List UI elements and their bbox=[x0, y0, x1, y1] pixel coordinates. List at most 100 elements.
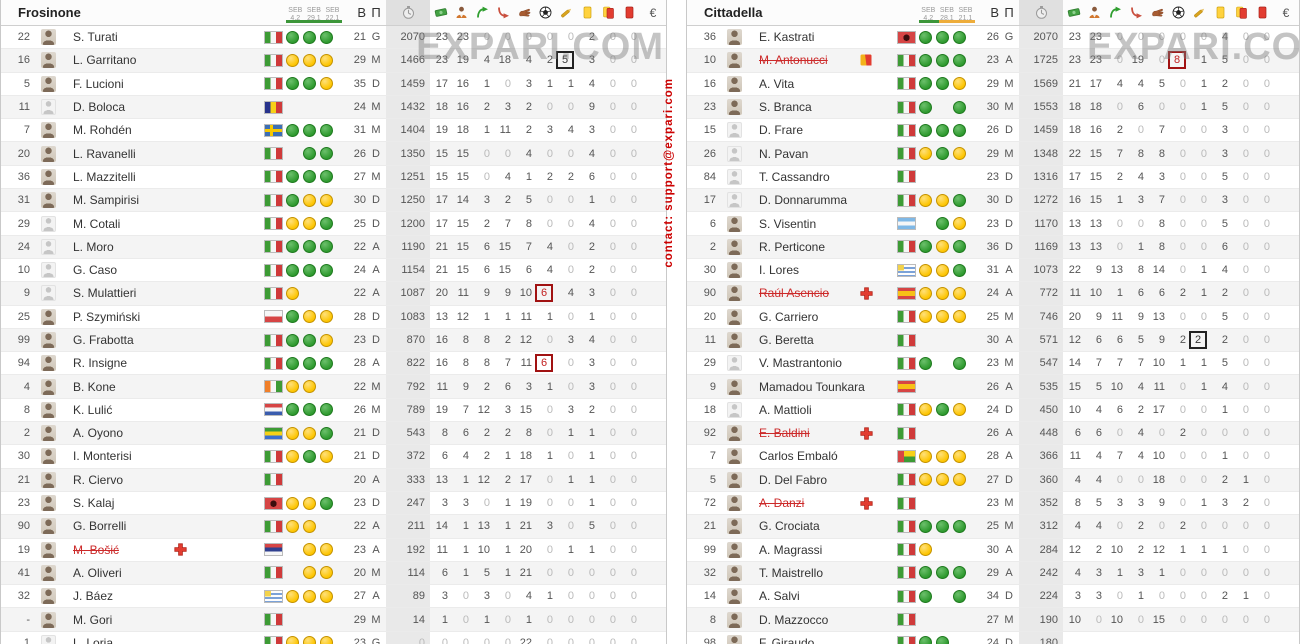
player-name[interactable]: D. Frare bbox=[759, 123, 804, 138]
player-name[interactable]: A. Vita bbox=[759, 76, 795, 91]
player-name[interactable]: E. Kastrati bbox=[759, 30, 815, 45]
player-name[interactable]: F. Lucioni bbox=[73, 76, 124, 91]
player-name[interactable]: G. Carriero bbox=[759, 309, 819, 324]
market-value-cell bbox=[1273, 492, 1299, 514]
stat-cell: 3 bbox=[546, 520, 553, 533]
player-name[interactable]: A. Oliveri bbox=[73, 565, 122, 580]
player-name[interactable]: F. Giraudo bbox=[759, 635, 815, 644]
player-name[interactable]: V. Mastrantonio bbox=[759, 356, 842, 371]
stat-cell: 0 bbox=[1221, 613, 1228, 626]
player-name[interactable]: L. Ravanelli bbox=[73, 146, 136, 161]
player-number: 10 bbox=[703, 54, 716, 67]
position-cell: G bbox=[371, 31, 381, 44]
player-name[interactable]: J. Báez bbox=[73, 589, 114, 604]
player-name[interactable]: B. Kone bbox=[73, 379, 116, 394]
stat-cell: 1 bbox=[483, 613, 490, 626]
stat-cell: 1 bbox=[567, 473, 574, 486]
player-name[interactable]: Mamadou Tounkara bbox=[759, 379, 865, 394]
player-name[interactable]: G. Frabotta bbox=[73, 333, 134, 347]
age-cell: 24 bbox=[986, 636, 999, 644]
stat-cell: 13 bbox=[435, 310, 448, 323]
player-number: 36 bbox=[17, 170, 30, 183]
assists-icon bbox=[1193, 6, 1207, 20]
player-avatar bbox=[40, 378, 56, 395]
player-name[interactable]: S. Mulattieri bbox=[73, 286, 137, 301]
played-part-dot bbox=[286, 449, 299, 463]
stat-cell: 0 bbox=[567, 264, 574, 277]
player-name[interactable]: R. Insigne bbox=[73, 356, 128, 371]
player-name[interactable]: A. Oyono bbox=[73, 426, 124, 441]
player-name[interactable]: G. Caso bbox=[73, 263, 118, 278]
player-name[interactable]: G. Crociata bbox=[759, 519, 820, 534]
form-dots bbox=[919, 26, 975, 48]
player-name[interactable]: L. Moro bbox=[73, 239, 114, 254]
player-name[interactable]: T. Cassandro bbox=[759, 169, 830, 184]
player-name[interactable]: T. Maistrello bbox=[759, 565, 824, 580]
stat-cell: 0 bbox=[504, 77, 511, 90]
stat-cell: 2 bbox=[1137, 403, 1144, 416]
stat-cell: 5 bbox=[1221, 357, 1228, 370]
injury-cross-icon bbox=[859, 496, 873, 510]
player-name[interactable]: M. Bošić bbox=[73, 542, 120, 557]
player-name[interactable]: E. Baldini bbox=[759, 426, 810, 441]
player-name[interactable]: Carlos Embaló bbox=[759, 449, 838, 464]
player-number: 18 bbox=[703, 403, 716, 416]
player-name[interactable]: I. Lores bbox=[759, 263, 800, 278]
player-name[interactable]: D. Boloca bbox=[73, 100, 126, 115]
stat-cell: 3 bbox=[567, 403, 574, 416]
player-name[interactable]: D. Del Fabro bbox=[759, 472, 828, 487]
stat-cell: 18 bbox=[1152, 473, 1165, 486]
player-name[interactable]: Raúl Asencio bbox=[759, 286, 830, 301]
player-name[interactable]: D. Donnarumma bbox=[759, 193, 848, 208]
minutes-cell: 333 bbox=[386, 468, 430, 491]
player-name-cell: A. Vita bbox=[747, 73, 893, 95]
player-name[interactable]: L. Mazzitelli bbox=[73, 169, 136, 184]
avatar-cell bbox=[35, 282, 61, 304]
player-name[interactable]: M. Gori bbox=[73, 612, 113, 627]
player-name[interactable]: G. Beretta bbox=[759, 333, 814, 347]
player-name[interactable]: R. Perticone bbox=[759, 239, 826, 254]
stat-cell: 0 bbox=[525, 31, 532, 44]
player-name[interactable]: R. Ciervo bbox=[73, 472, 124, 487]
stat-cell: 0 bbox=[1158, 520, 1165, 533]
market-value-cell bbox=[1273, 562, 1299, 584]
stat-cell: 1 bbox=[483, 310, 490, 323]
played-part-dot bbox=[286, 496, 299, 510]
player-name[interactable]: D. Mazzocco bbox=[759, 612, 829, 627]
player-name[interactable]: M. Antonucci bbox=[759, 53, 828, 68]
stat-cell: 11 bbox=[520, 310, 532, 323]
stat-cell: 0 bbox=[1179, 217, 1186, 230]
form-dots bbox=[286, 399, 342, 421]
player-name[interactable]: A. Mattioli bbox=[759, 402, 812, 417]
player-name[interactable]: S. Turati bbox=[73, 30, 118, 45]
player-name[interactable]: K. Lulić bbox=[73, 402, 113, 417]
flag-cell bbox=[260, 282, 286, 304]
player-name[interactable]: N. Pavan bbox=[759, 146, 809, 161]
player-name-cell: L. Loria bbox=[61, 632, 260, 644]
player-name[interactable]: M. Cotali bbox=[73, 216, 121, 231]
player-avatar bbox=[40, 541, 56, 558]
player-name[interactable]: A. Magrassi bbox=[759, 542, 823, 557]
stat-cell: 0 bbox=[588, 566, 595, 579]
player-name[interactable]: I. Monterisi bbox=[73, 449, 132, 464]
player-name[interactable]: L. Garritano bbox=[73, 53, 137, 68]
minutes-cell: 1350 bbox=[386, 142, 430, 165]
team-name: Frosinone bbox=[18, 5, 81, 20]
player-name[interactable]: A. Salvi bbox=[759, 589, 800, 604]
player-name[interactable]: L. Loria bbox=[73, 635, 114, 644]
player-name[interactable]: M. Sampirisi bbox=[73, 193, 140, 208]
stat-cell: 2 bbox=[588, 240, 595, 253]
player-name[interactable]: A. Danzi bbox=[759, 496, 805, 511]
stat-cell: 1 bbox=[504, 566, 511, 579]
flag-cell bbox=[893, 515, 919, 537]
stat-cell: 0 bbox=[1137, 217, 1144, 230]
player-name[interactable]: G. Borrelli bbox=[73, 519, 127, 534]
player-avatar bbox=[726, 75, 742, 92]
stat-cell: 1 bbox=[567, 543, 574, 556]
player-name[interactable]: S. Visentin bbox=[759, 216, 817, 231]
player-name[interactable]: S. Kalaj bbox=[73, 496, 115, 511]
player-name[interactable]: S. Branca bbox=[759, 100, 812, 115]
player-name[interactable]: P. Szymiński bbox=[73, 309, 141, 324]
player-name[interactable]: M. Rohdén bbox=[73, 123, 132, 138]
market-value-cell bbox=[1273, 142, 1299, 164]
